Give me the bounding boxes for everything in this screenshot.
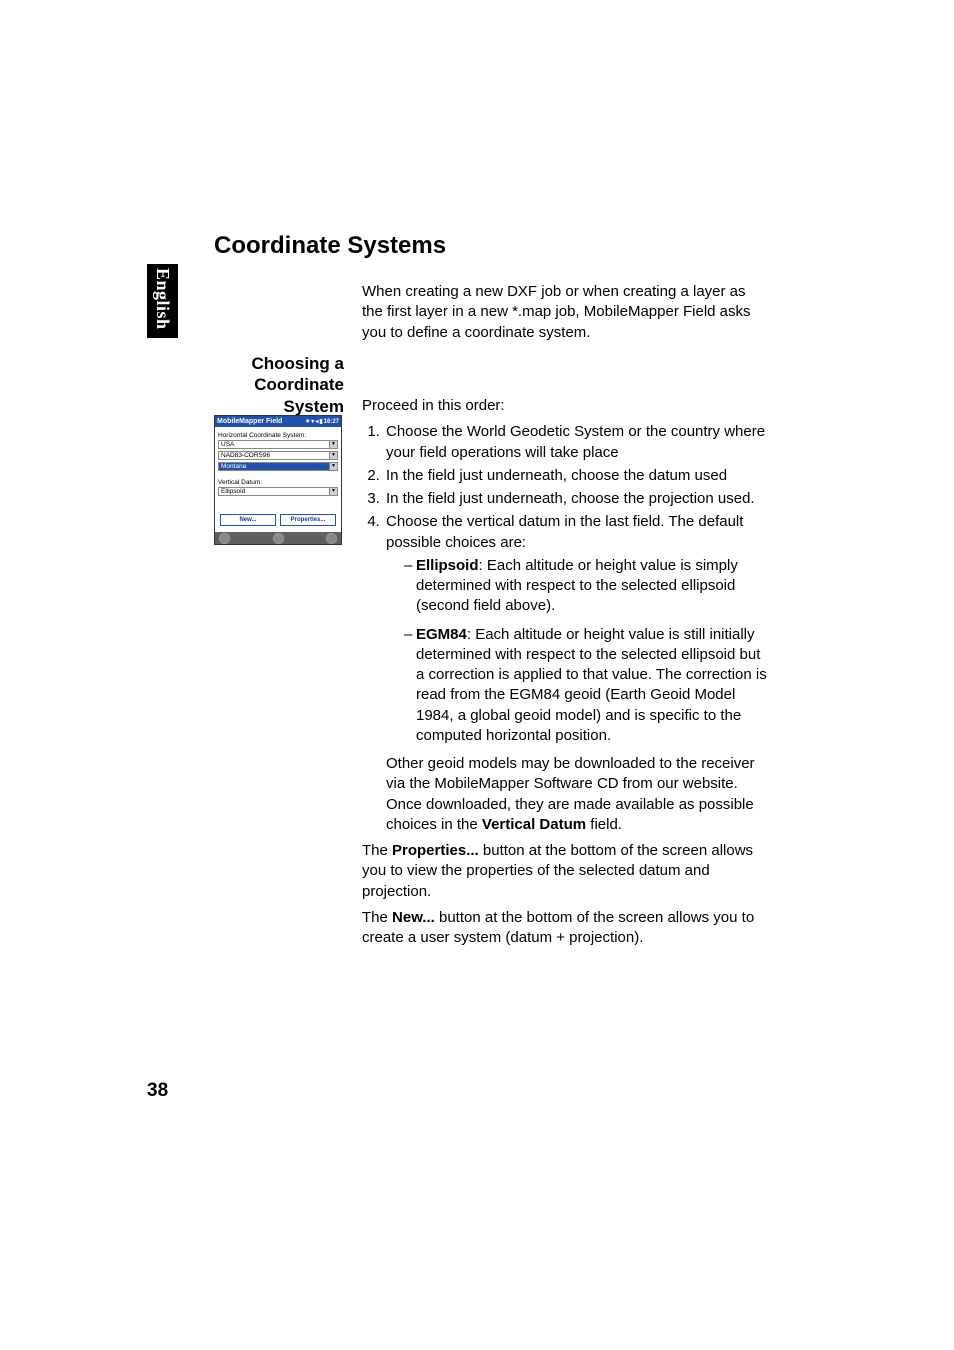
step4-text: Choose the vertical datum in the last fi… [386, 513, 743, 550]
step-1: Choose the World Geodetic System or the … [384, 422, 770, 463]
battery-icon: ▮ [319, 418, 322, 425]
steps-list: Choose the World Geodetic System or the … [362, 422, 770, 835]
country-select[interactable]: USA ▼ [218, 440, 338, 449]
properties-button[interactable]: Properties... [280, 514, 336, 526]
hcs-label: Horizontal Coordinate System: [218, 432, 338, 439]
projection-select[interactable]: Montana ▼ [218, 462, 338, 471]
device-screenshot: MobileMapper Field ✶ ▾ ◂ ▮ 16:27 Horizon… [214, 415, 342, 545]
props-pre: The [362, 842, 392, 859]
vertical-value: Ellipsoid [221, 488, 245, 495]
new-bold: New... [392, 909, 435, 926]
section-title-line2: Coordinate System [254, 375, 344, 415]
chevron-down-icon: ▼ [329, 441, 337, 448]
device-app-name: MobileMapper Field [217, 418, 282, 425]
option-ellipsoid: Ellipsoid: Each altitude or height value… [404, 556, 770, 617]
egm-rest: : Each altitude or height value is still… [416, 626, 767, 744]
chevron-down-icon: ▼ [329, 463, 337, 470]
intro-paragraph: When creating a new DXF job or when crea… [362, 282, 770, 343]
projection-value: Montana [221, 463, 246, 470]
device-titlebar: MobileMapper Field ✶ ▾ ◂ ▮ 16:27 [215, 416, 341, 427]
proceed-text: Proceed in this order: [362, 396, 770, 416]
properties-paragraph: The Properties... button at the bottom o… [362, 841, 770, 902]
egm-bold: EGM84 [416, 626, 467, 643]
vertical-datum-options: Ellipsoid : Each altitude or height value… [386, 556, 770, 746]
language-tab: English [147, 264, 178, 338]
vertical-datum-select[interactable]: Ellipsoid ▼ [218, 487, 338, 496]
section-title: Choosing a Coordinate System [214, 353, 344, 417]
datum-select[interactable]: NAD83-CORS96 ▼ [218, 451, 338, 460]
status-icon: ✶ [305, 418, 310, 425]
ok-icon[interactable] [326, 533, 337, 544]
country-value: USA [221, 441, 234, 448]
device-body: Horizontal Coordinate System: USA ▼ NAD8… [215, 427, 341, 532]
new-pre: The [362, 909, 392, 926]
props-bold: Properties... [392, 842, 479, 859]
keyboard-icon[interactable] [273, 533, 284, 544]
step-3: In the field just underneath, choose the… [384, 489, 770, 509]
page-number: 38 [147, 1080, 168, 1102]
device-bottombar [215, 532, 341, 544]
step-4: Choose the vertical datum in the last fi… [384, 512, 770, 835]
step-2: In the field just underneath, choose the… [384, 466, 770, 486]
chevron-down-icon: ▼ [329, 452, 337, 459]
option-egm84: EGM84: Each altitude or height value is … [404, 625, 770, 747]
vd-label: Vertical Datum: [218, 479, 338, 486]
volume-icon: ◂ [315, 418, 318, 425]
page-title: Coordinate Systems [214, 232, 446, 260]
new-paragraph: The New... button at the bottom of the s… [362, 908, 770, 949]
vd-bold: Vertical Datum [482, 816, 586, 833]
device-status-icons: ✶ ▾ ◂ ▮ 16:27 [305, 418, 339, 425]
main-content: Proceed in this order: Choose the World … [362, 396, 770, 954]
section-title-line1: Choosing a [251, 354, 344, 373]
new-button[interactable]: New... [220, 514, 276, 526]
geoid-note-tail: field. [586, 816, 622, 833]
windows-icon[interactable] [219, 533, 230, 544]
signal-icon: ▾ [311, 418, 314, 425]
datum-value: NAD83-CORS96 [221, 452, 270, 459]
ellipsoid-bold: Ellipsoid [416, 557, 479, 574]
device-clock: 16:27 [324, 419, 339, 425]
geoid-note: Other geoid models may be downloaded to … [386, 754, 770, 835]
chevron-down-icon: ▼ [329, 488, 337, 495]
